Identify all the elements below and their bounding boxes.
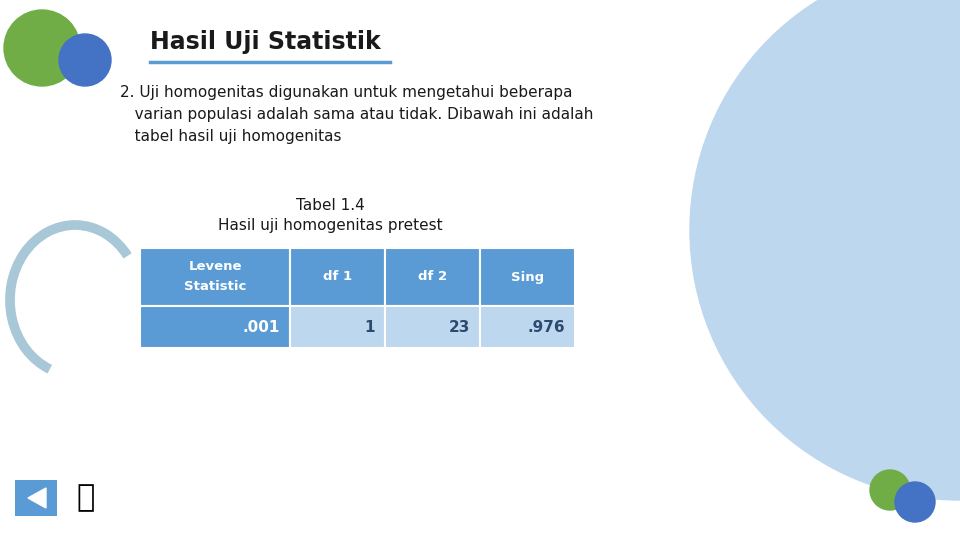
Circle shape bbox=[870, 470, 910, 510]
Text: df 2: df 2 bbox=[418, 271, 447, 284]
FancyBboxPatch shape bbox=[140, 248, 290, 306]
Circle shape bbox=[895, 482, 935, 522]
Circle shape bbox=[4, 10, 80, 86]
FancyBboxPatch shape bbox=[290, 248, 385, 306]
FancyBboxPatch shape bbox=[480, 248, 575, 306]
Text: df 1: df 1 bbox=[323, 271, 352, 284]
FancyBboxPatch shape bbox=[15, 480, 57, 516]
FancyBboxPatch shape bbox=[290, 306, 385, 348]
FancyBboxPatch shape bbox=[385, 248, 480, 306]
Text: 1: 1 bbox=[365, 320, 375, 334]
Circle shape bbox=[690, 0, 960, 500]
Circle shape bbox=[59, 34, 111, 86]
Text: Levene: Levene bbox=[188, 260, 242, 273]
FancyBboxPatch shape bbox=[65, 480, 107, 516]
Text: Statistic: Statistic bbox=[183, 280, 246, 294]
FancyBboxPatch shape bbox=[480, 306, 575, 348]
FancyBboxPatch shape bbox=[385, 306, 480, 348]
Text: Tabel 1.4: Tabel 1.4 bbox=[296, 198, 365, 213]
Text: .976: .976 bbox=[527, 320, 565, 334]
Text: Hasil Uji Statistik: Hasil Uji Statistik bbox=[150, 30, 381, 54]
FancyBboxPatch shape bbox=[140, 306, 290, 348]
Text: .001: .001 bbox=[243, 320, 280, 334]
Text: varian populasi adalah sama atau tidak. Dibawah ini adalah: varian populasi adalah sama atau tidak. … bbox=[120, 107, 593, 122]
Text: 🏠: 🏠 bbox=[77, 483, 95, 512]
Text: 2. Uji homogenitas digunakan untuk mengetahui beberapa: 2. Uji homogenitas digunakan untuk menge… bbox=[120, 85, 572, 100]
Polygon shape bbox=[28, 488, 46, 508]
Text: Hasil uji homogenitas pretest: Hasil uji homogenitas pretest bbox=[218, 218, 443, 233]
Text: tabel hasil uji homogenitas: tabel hasil uji homogenitas bbox=[120, 129, 342, 144]
Text: Sing: Sing bbox=[511, 271, 544, 284]
Text: 23: 23 bbox=[448, 320, 470, 334]
